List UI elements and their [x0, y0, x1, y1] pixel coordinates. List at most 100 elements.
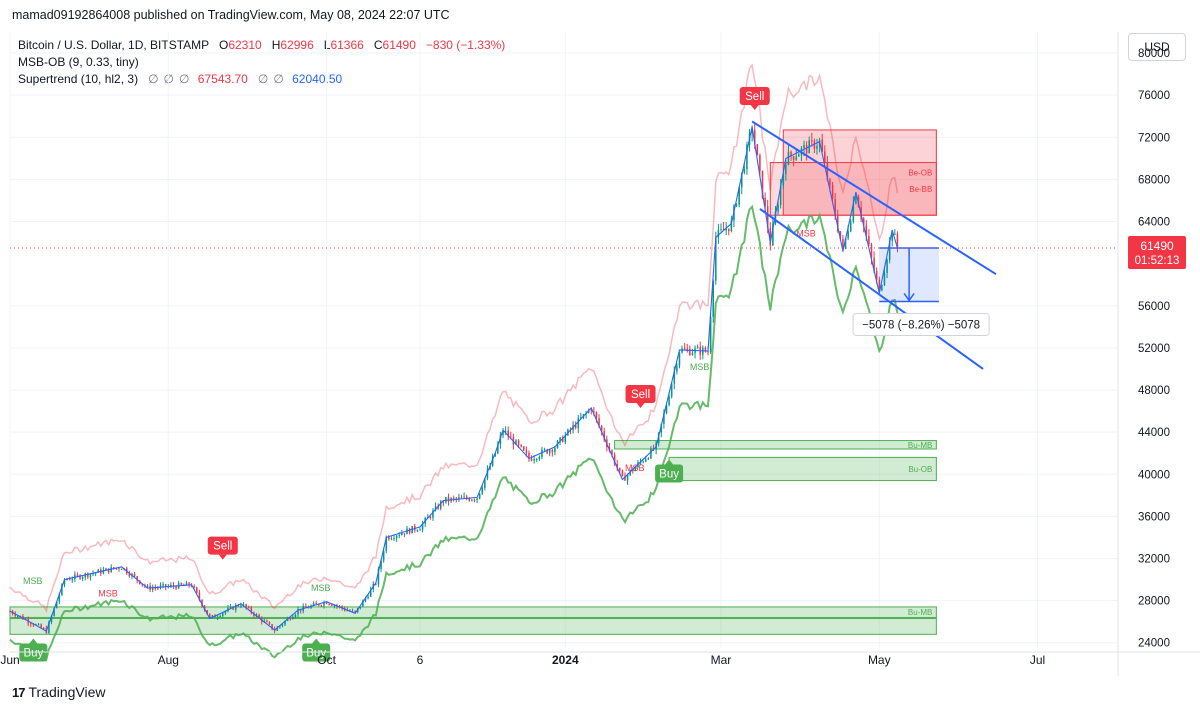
- candle-body: [673, 371, 676, 384]
- candle-body: [183, 584, 185, 586]
- buy-signal: [19, 643, 48, 662]
- y-tick-label: 72000: [1138, 132, 1170, 144]
- channel-lower-line: [759, 208, 984, 370]
- candle-body: [424, 518, 426, 524]
- candle-body: [408, 528, 411, 534]
- currency-button[interactable]: USD: [1128, 33, 1186, 61]
- candle-body: [486, 469, 489, 479]
- candle-body: [629, 470, 631, 475]
- candle-body: [87, 573, 89, 578]
- candle-body: [37, 624, 40, 626]
- candle-body: [107, 568, 110, 573]
- candle-body: [647, 458, 650, 460]
- candle-body: [530, 458, 533, 461]
- candle-body: [590, 410, 593, 412]
- candle-body: [792, 156, 795, 160]
- candle-body: [138, 580, 141, 585]
- x-tick-label: 2024: [552, 653, 579, 667]
- supertrend-down-value: 62040.50: [292, 72, 343, 86]
- candle-body: [271, 624, 273, 630]
- sell-signal: [625, 384, 656, 403]
- candle-body: [707, 351, 709, 353]
- candle-body: [315, 603, 317, 605]
- candle-body: [102, 569, 105, 574]
- sell-signal: [739, 86, 770, 105]
- candle-body: [702, 347, 704, 355]
- candle-body: [442, 501, 445, 503]
- candle-body: [113, 567, 115, 569]
- candle-body: [759, 155, 761, 171]
- bearish-order-block: [782, 129, 937, 216]
- y-tick-label: 52000: [1138, 343, 1170, 355]
- candle-body: [730, 220, 733, 232]
- candle-body: [429, 517, 432, 519]
- candle-body: [494, 453, 497, 457]
- candle-body: [849, 221, 852, 232]
- candle-body: [790, 151, 792, 157]
- candle-body: [343, 608, 346, 611]
- candle-body: [606, 439, 608, 447]
- symbol-title[interactable]: Bitcoin / U.S. Dollar, 1D, BITSTAMP: [18, 38, 209, 52]
- signal-pointer: [312, 638, 321, 644]
- legend-indicator-2[interactable]: Supertrend (10, hl2, 3) ∅∅∅ 67543.70 ∅∅ …: [18, 71, 505, 88]
- candle-body: [580, 417, 582, 419]
- candle-body: [146, 585, 149, 587]
- candle-body: [250, 607, 253, 613]
- candle-body: [665, 405, 668, 414]
- drawing-overlay: −5078 (−8.26%) −5078 Sell Buy Sell Buy Sell Bu…: [10, 86, 1118, 662]
- candle-body: [644, 458, 647, 462]
- candle-body: [338, 606, 341, 608]
- y-tick-label: 76000: [1138, 90, 1170, 102]
- candle-body: [221, 613, 224, 616]
- chart-grid: [9, 32, 1118, 648]
- candle-body: [149, 585, 151, 590]
- candle-body: [50, 615, 53, 622]
- order-block-zones: Be-OB Be-BB Bu-MB Bu-OB Bu-MB MSB MSB MSB MSB MSB…: [9, 129, 937, 635]
- candle-body: [538, 456, 541, 459]
- candle-body: [546, 449, 548, 454]
- candle-body: [445, 497, 447, 503]
- candle-body: [74, 574, 76, 580]
- candle-body: [637, 462, 639, 468]
- candle-body: [68, 579, 71, 581]
- candle-body: [528, 452, 530, 459]
- candle-body: [886, 259, 888, 273]
- candle-body: [468, 498, 471, 501]
- x-tick-label: May: [868, 653, 891, 667]
- change-value: −830 (−1.33%): [425, 38, 506, 52]
- bullish-mitigation-block-2-label: Bu-MB: [908, 608, 932, 617]
- tradingview-logo[interactable]: 17 TradingView: [12, 684, 106, 700]
- candle-body: [559, 437, 561, 442]
- candle-body: [19, 615, 22, 617]
- candle-body: [53, 608, 55, 616]
- candle-body: [844, 238, 847, 248]
- candle-body: [157, 587, 159, 589]
- candle-body: [273, 629, 276, 631]
- candle-body: [471, 499, 473, 501]
- indicator-msb-ob-label[interactable]: MSB-OB (9, 0.33, tiny): [18, 55, 139, 69]
- candle-body: [198, 592, 201, 600]
- candle-body: [847, 231, 849, 239]
- candle-body: [510, 436, 512, 438]
- candle-body: [263, 620, 266, 622]
- candle-body: [154, 587, 157, 589]
- signal-pointer: [750, 104, 759, 110]
- candle-body: [816, 146, 818, 149]
- candle-body: [764, 197, 766, 207]
- candle-body: [89, 574, 92, 578]
- candle-body: [567, 429, 569, 436]
- legend-indicator-1[interactable]: MSB-OB (9, 0.33, tiny): [18, 54, 505, 71]
- candle-body: [258, 614, 260, 618]
- candle-body: [341, 606, 343, 609]
- candle-body: [245, 604, 247, 608]
- signal-pointer: [29, 638, 38, 644]
- indicator-supertrend-label[interactable]: Supertrend (10, hl2, 3): [18, 72, 139, 86]
- zigzag-line: [9, 126, 898, 633]
- msb-label: MSB: [690, 362, 710, 372]
- candle-body: [715, 237, 717, 281]
- candle-body: [369, 589, 372, 597]
- price-axis: 8000076000720006800064000560005200048000…: [1117, 32, 1186, 676]
- supertrend-up-line: [9, 204, 899, 662]
- candle-body: [323, 602, 325, 606]
